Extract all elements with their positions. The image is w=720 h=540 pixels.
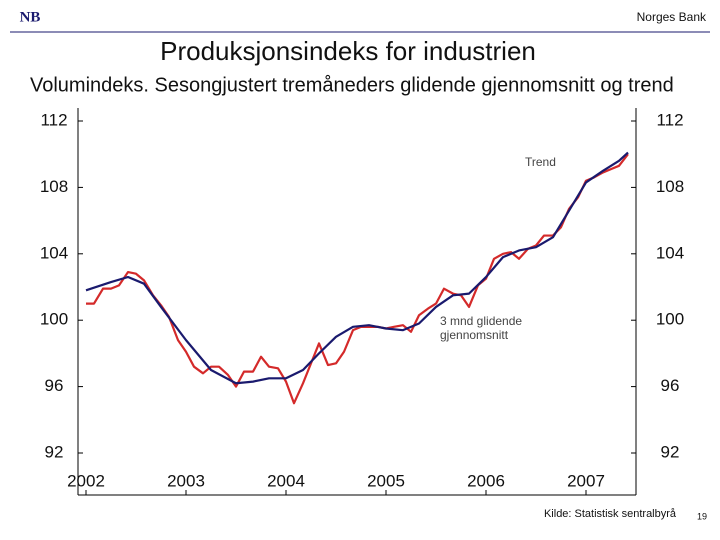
chart-title: Produksjonsindeks for industrien [160, 36, 536, 66]
x-tick-label: 2004 [267, 471, 305, 490]
y-tick-label: 100 [40, 310, 68, 329]
y-tick-label: 92 [45, 442, 64, 461]
y2-tick-label: 100 [656, 310, 684, 329]
organization: Norges Bank [637, 10, 707, 24]
page-number: 19 [697, 511, 707, 521]
y-tick-label: 96 [45, 376, 64, 395]
series-line [86, 153, 629, 405]
series-line [85, 151, 629, 385]
y2-tick-label: 96 [661, 376, 680, 395]
x-tick-label: 2006 [467, 471, 505, 490]
y2-tick-label: 108 [656, 177, 684, 196]
y2-tick-label: 104 [656, 243, 684, 262]
x-tick-label: 2005 [367, 471, 405, 490]
chart-subtitle: Volumindeks. Sesongjustert tremåneders g… [30, 74, 674, 96]
logo: NB [20, 9, 41, 25]
x-tick-label: 2002 [67, 471, 105, 490]
y-tick-label: 112 [40, 110, 67, 129]
y2-tick-label: 112 [656, 110, 683, 129]
y2-tick-label: 92 [661, 442, 680, 461]
series-label: Trend [525, 155, 556, 169]
series-label: 3 mnd glidende gjennomsnitt [440, 314, 523, 342]
x-tick-label: 2003 [167, 471, 205, 490]
y-tick-label: 104 [40, 243, 68, 262]
x-tick-label: 2007 [567, 471, 605, 490]
source: Kilde: Statistisk sentralbyrå [544, 508, 677, 520]
y-tick-label: 108 [40, 177, 68, 196]
